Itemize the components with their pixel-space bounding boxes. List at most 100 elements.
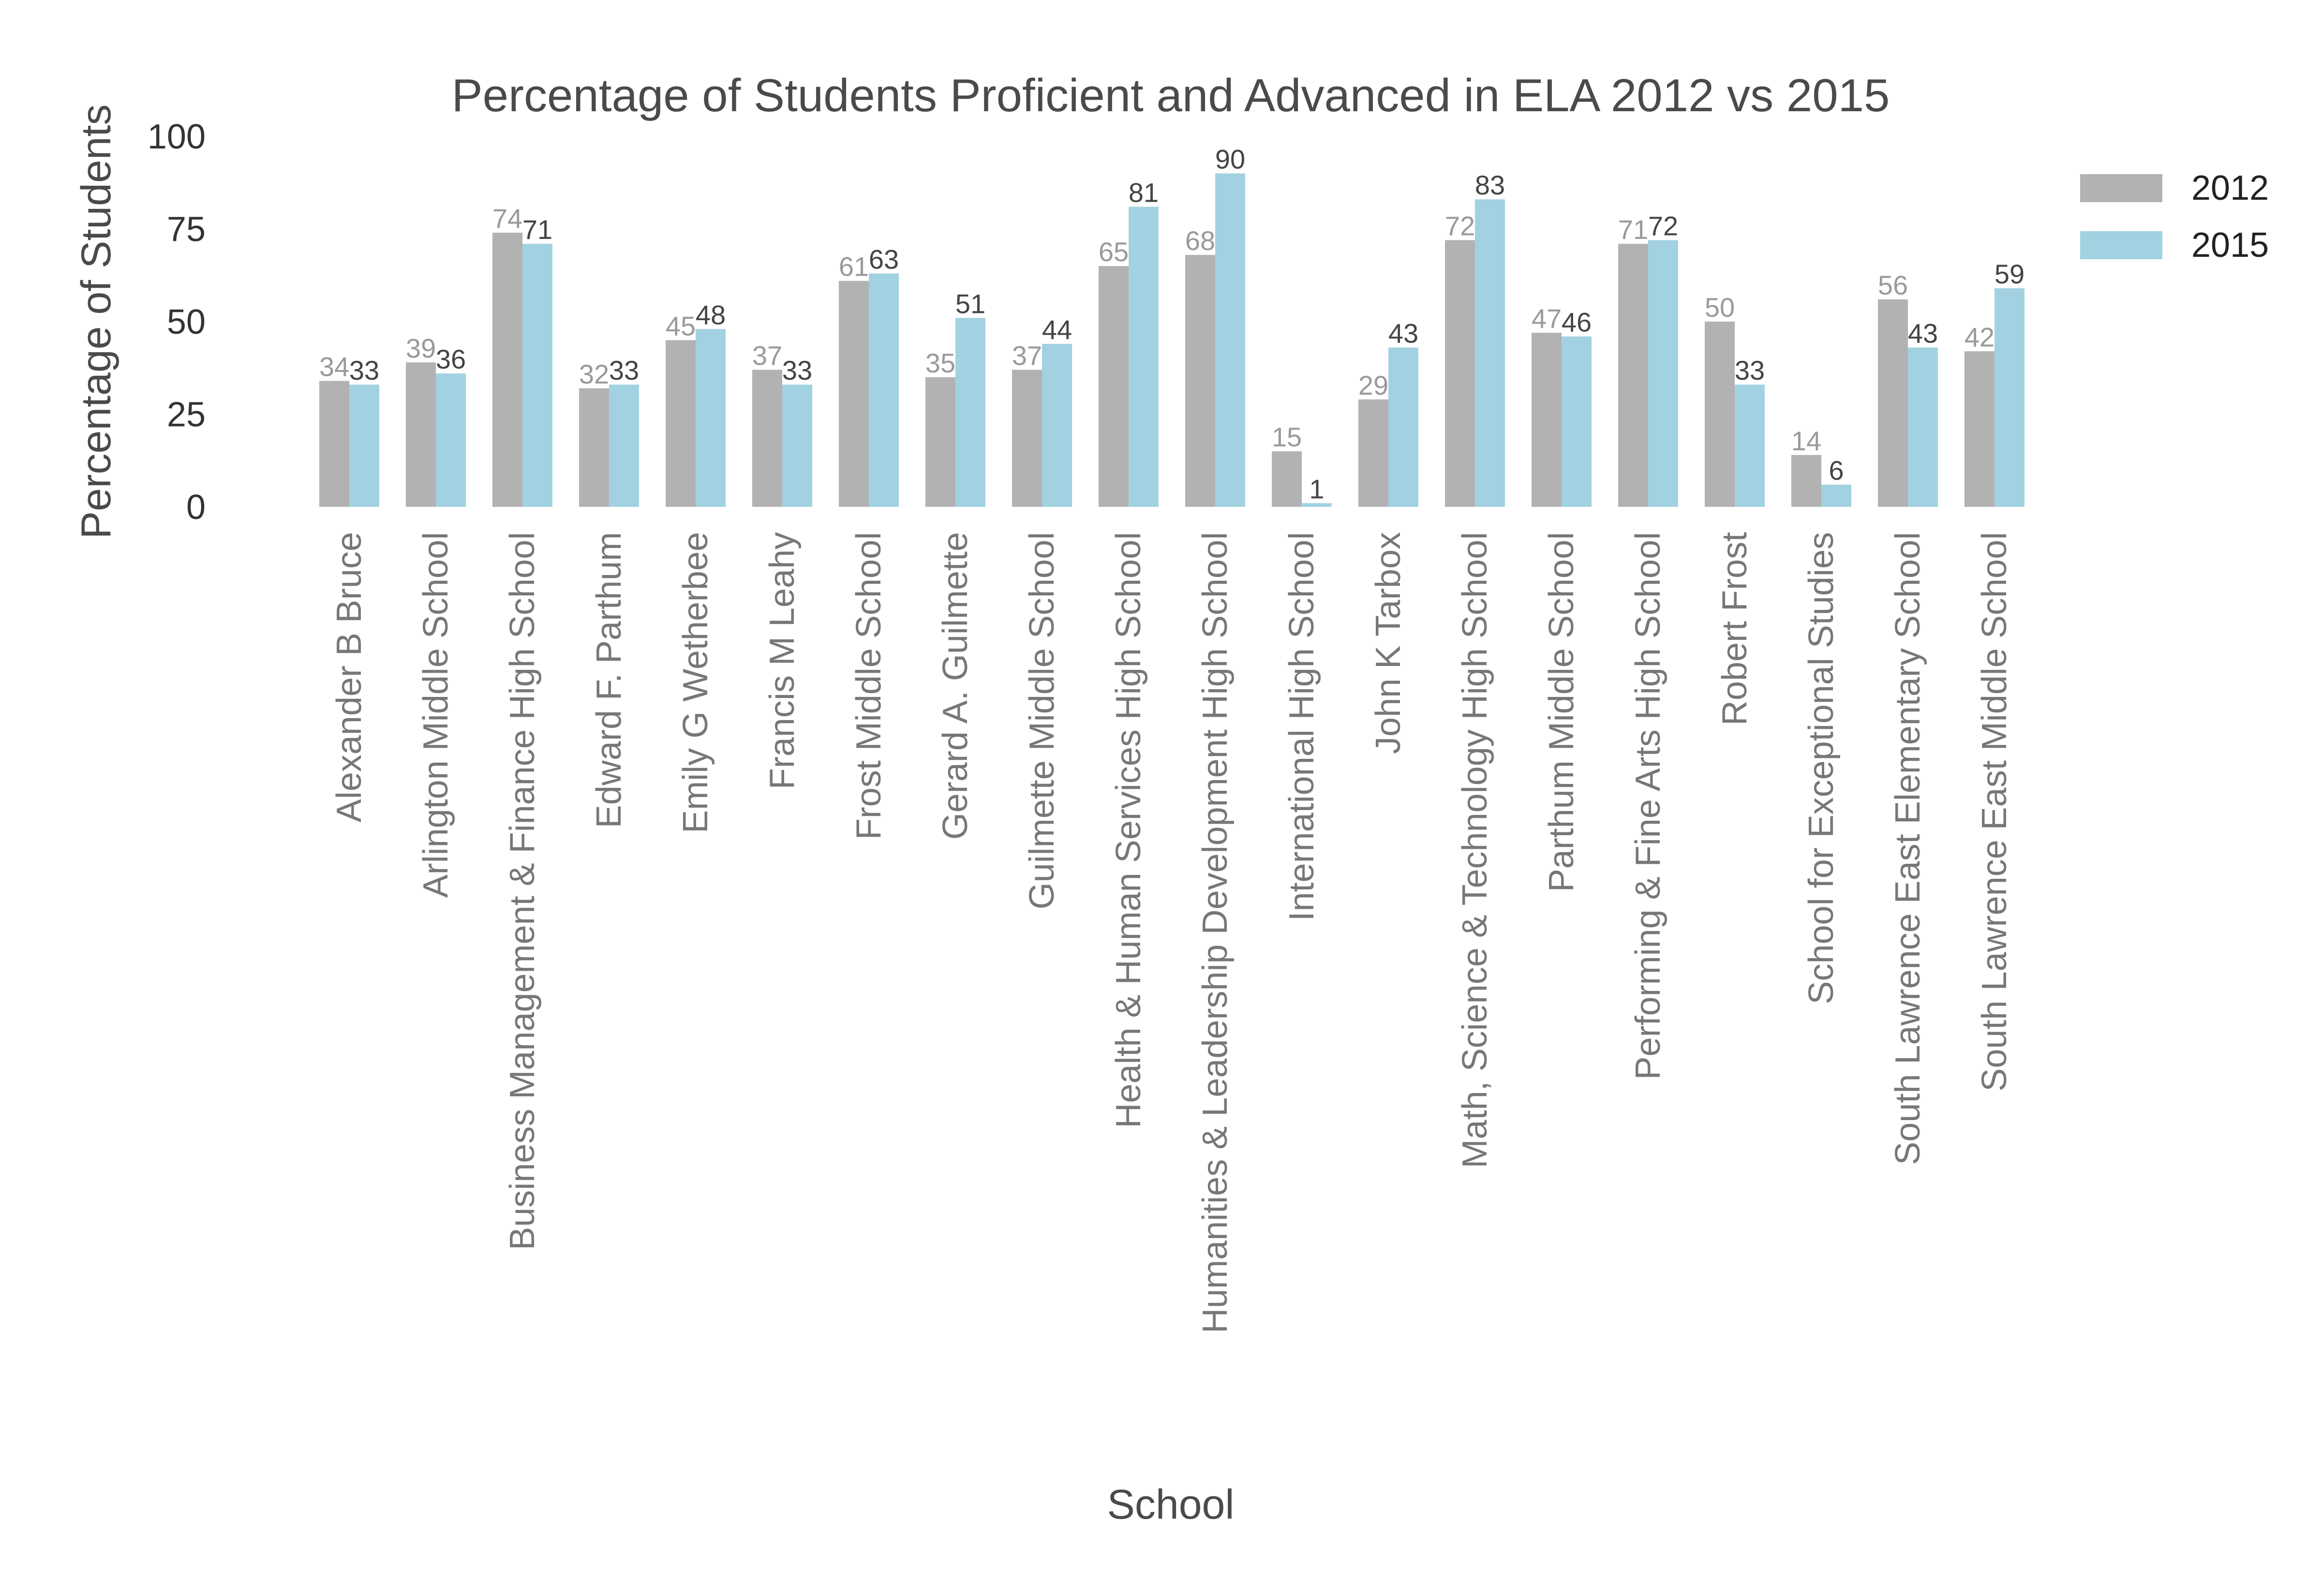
y-tick-label: 0 (186, 488, 206, 527)
value-label-2015: 33 (349, 355, 379, 385)
x-tick-label: Francis M Leahy (763, 532, 802, 789)
value-label-2012: 37 (752, 340, 782, 371)
bar-2012-1 (406, 362, 436, 507)
legend-label: 2015 (2191, 226, 2269, 265)
x-tick-label: Math, Science & Technology High School (1456, 532, 1494, 1168)
x-tick-label: Emily G Wetherbee (676, 532, 715, 833)
bar-2015-12 (1388, 347, 1418, 507)
bar-2012-19 (1965, 351, 1995, 507)
value-label-2015: 46 (1562, 307, 1592, 338)
value-label-2012: 39 (406, 333, 436, 363)
y-tick-label: 50 (167, 303, 206, 341)
legend: 2012 2015 (2080, 169, 2269, 265)
bar-2012-12 (1358, 399, 1388, 507)
bar-2015-4 (696, 329, 726, 507)
value-label-2012: 34 (319, 352, 349, 382)
value-label-2015: 90 (1215, 144, 1245, 175)
bar-2015-19 (1995, 288, 2024, 507)
x-tick-label: Robert Frost (1715, 532, 1754, 725)
value-label-2015: 33 (782, 355, 812, 385)
bar-2012-18 (1878, 299, 1908, 507)
x-axis-label: School (1107, 1481, 1235, 1528)
bar-2015-18 (1908, 347, 1938, 507)
y-tick-label: 75 (167, 210, 206, 249)
bar-2012-4 (666, 340, 696, 507)
x-axis-ticks: Alexander B Bruce Arlington Middle School… (330, 532, 2014, 1333)
value-label-2015: 44 (1042, 314, 1072, 345)
bar-2012-7 (925, 377, 955, 507)
bar-2012-13 (1445, 240, 1475, 507)
x-tick-label: Gerard A. Guilmette (936, 532, 975, 840)
value-label-2015: 33 (609, 355, 639, 385)
bar-2012-2 (492, 233, 522, 507)
value-label-2015: 1 (1309, 473, 1324, 504)
x-tick-label: International High School (1282, 532, 1321, 921)
bar-2012-17 (1791, 455, 1821, 507)
value-label-2012: 50 (1705, 292, 1735, 323)
x-tick-label: John K Tarbox (1369, 532, 1408, 754)
value-label-2015: 63 (869, 244, 899, 274)
value-label-2012: 42 (1965, 322, 1995, 352)
x-tick-label: Alexander B Bruce (330, 532, 369, 822)
x-tick-label: Performing & Fine Arts High School (1629, 532, 1667, 1080)
bar-2012-14 (1532, 332, 1562, 507)
bar-2015-11 (1302, 503, 1332, 507)
value-label-2015: 48 (696, 299, 726, 330)
bar-2012-5 (752, 369, 782, 507)
value-label-2012: 47 (1532, 303, 1562, 334)
y-axis-label: Percentage of Students (73, 104, 119, 539)
x-tick-label: Frost Middle School (849, 532, 888, 840)
x-tick-label: Humanities & Leadership Development High… (1196, 532, 1235, 1333)
bar-2015-5 (782, 384, 812, 507)
value-label-2012: 72 (1445, 210, 1475, 241)
value-label-2015: 71 (522, 214, 552, 245)
value-label-2015: 6 (1829, 455, 1844, 486)
x-tick-label: Parthum Middle School (1542, 532, 1581, 892)
bar-2012-15 (1618, 244, 1648, 507)
bar-2015-9 (1129, 207, 1159, 507)
bar-2015-3 (609, 384, 639, 507)
bar-2015-8 (1042, 343, 1072, 507)
value-label-2015: 51 (955, 288, 985, 319)
bar-2015-7 (955, 318, 985, 507)
value-label-2012: 68 (1185, 225, 1215, 256)
x-tick-label: Health & Human Services High School (1109, 532, 1148, 1128)
value-label-2012: 37 (1012, 340, 1042, 371)
legend-swatch-2015 (2080, 231, 2162, 259)
bar-2015-17 (1821, 485, 1851, 507)
bar-2012-11 (1272, 451, 1302, 507)
chart-title: Percentage of Students Proficient and Ad… (452, 70, 1890, 121)
value-label-2015: 72 (1648, 210, 1678, 241)
value-label-2012: 74 (492, 203, 522, 234)
x-tick-label: South Lawrence East Middle School (1975, 532, 2014, 1092)
bar-2012-3 (579, 388, 609, 507)
value-label-2012: 14 (1791, 426, 1821, 456)
value-label-2012: 71 (1618, 214, 1648, 245)
value-label-2012: 45 (666, 310, 696, 341)
bar-2015-6 (869, 273, 899, 507)
value-label-2012: 15 (1272, 422, 1302, 452)
x-tick-label: Arlington Middle School (417, 532, 455, 898)
y-axis-ticks: 0 25 50 75 100 (148, 118, 206, 527)
value-label-2015: 81 (1129, 177, 1159, 208)
value-label-2012: 32 (579, 359, 609, 389)
value-label-2012: 35 (925, 348, 955, 378)
y-tick-label: 100 (148, 118, 206, 156)
value-label-2015: 59 (1995, 259, 2024, 289)
bar-2012-9 (1099, 266, 1129, 507)
x-tick-label: Edward F. Parthum (590, 532, 628, 828)
bar-2012-6 (839, 281, 869, 507)
legend-label: 2012 (2191, 169, 2269, 207)
bar-2015-0 (349, 384, 379, 507)
bar-2012-16 (1705, 322, 1735, 507)
bar-2015-10 (1215, 173, 1245, 507)
legend-swatch-2012 (2080, 174, 2162, 202)
value-label-2012: 61 (839, 251, 869, 282)
bar-2015-15 (1648, 240, 1678, 507)
x-tick-label: South Lawrence East Elementary School (1889, 532, 1927, 1165)
x-tick-label: Guilmette Middle School (1023, 532, 1061, 909)
bar-2015-2 (522, 244, 552, 507)
